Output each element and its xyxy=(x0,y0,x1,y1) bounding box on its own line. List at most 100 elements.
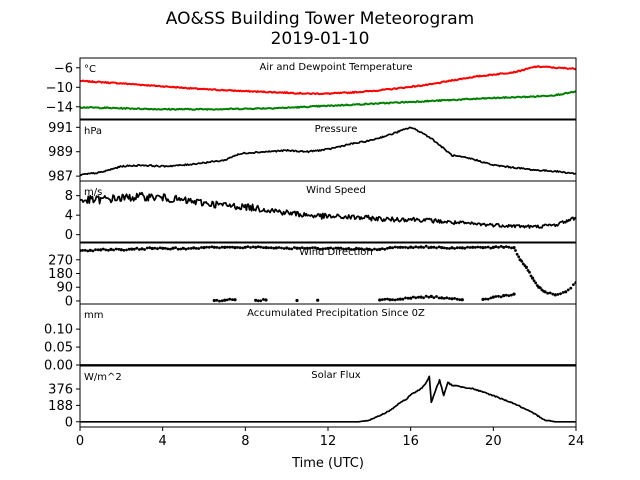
panel-data-solar xyxy=(80,375,576,423)
pressure-series-line xyxy=(80,126,576,177)
wind_direction-point xyxy=(526,269,530,272)
wind_direction-point xyxy=(532,279,536,283)
wind_direction-point xyxy=(259,299,263,303)
wind_direction-point xyxy=(440,246,444,250)
wind_direction-point xyxy=(192,246,196,250)
panel-title: Wind Direction xyxy=(299,247,373,258)
wind_direction-point xyxy=(453,247,456,250)
wind_direction-point xyxy=(534,281,538,285)
panel-title: Wind Speed xyxy=(306,185,366,196)
wind_direction-point xyxy=(231,298,234,301)
wind_direction-point xyxy=(269,246,273,250)
wind_direction-point xyxy=(143,248,147,251)
wind_direction-point xyxy=(171,246,175,250)
wind_direction-point xyxy=(448,247,451,250)
wind_direction-point xyxy=(546,291,549,295)
wind_direction-point xyxy=(267,246,270,250)
wind_direction-point xyxy=(256,245,260,249)
wind_direction-point xyxy=(150,246,154,251)
wind_direction-point xyxy=(473,246,477,249)
wind_direction-point xyxy=(138,248,141,251)
wind_direction-point xyxy=(486,297,490,301)
wind_direction-point xyxy=(295,298,299,303)
wind_direction-point xyxy=(318,247,322,251)
wind_direction-point xyxy=(264,246,268,250)
wind_direction-point xyxy=(442,246,446,250)
wind_direction-point xyxy=(254,298,258,302)
wind_direction-point xyxy=(388,298,392,302)
wind_direction-point xyxy=(187,247,190,250)
wind_direction-point xyxy=(220,299,224,303)
wind_direction-point xyxy=(181,246,185,250)
chart-title: AO&SS Building Tower Meteorogram xyxy=(166,9,474,29)
x-tick-label: 20 xyxy=(485,434,502,449)
y-tick-label: 0 xyxy=(65,294,73,309)
wind_direction-point xyxy=(484,246,487,249)
wind_direction-point xyxy=(481,246,485,250)
wind_direction-point xyxy=(396,298,400,301)
wind_direction-point xyxy=(179,247,183,251)
wind_direction-point xyxy=(334,246,338,250)
wind_direction-point xyxy=(135,246,139,250)
wind_direction-point xyxy=(194,247,198,250)
wind_direction-point xyxy=(272,246,276,250)
wind_direction-point xyxy=(212,298,216,303)
wind_direction-point xyxy=(386,297,389,301)
wind_direction-point xyxy=(543,290,547,294)
wind_direction-point xyxy=(220,245,224,249)
y-tick-label: 0 xyxy=(65,415,73,430)
wind_direction-point xyxy=(414,296,418,300)
wind_direction-point xyxy=(494,295,498,298)
wind_direction-point xyxy=(514,249,517,252)
wind_direction-point xyxy=(169,247,172,251)
wind_direction-point xyxy=(497,245,500,249)
x-tick-label: 8 xyxy=(241,434,249,449)
wind_direction-point xyxy=(223,298,227,302)
wind_direction-point xyxy=(285,246,289,250)
x-tick-label: 4 xyxy=(159,434,167,449)
wind_direction-point xyxy=(241,246,245,250)
wind_direction-point xyxy=(236,246,240,249)
wind_direction-point xyxy=(481,297,485,301)
panel-unit: °C xyxy=(84,64,96,75)
x-tick-label: 16 xyxy=(402,434,419,449)
wind_direction-point xyxy=(365,247,369,251)
y-tick-label: 188 xyxy=(48,399,73,414)
y-tick-label: 0.10 xyxy=(44,323,73,338)
x-axis-label: Time (UTC) xyxy=(291,456,364,471)
wind_direction-point xyxy=(404,296,407,300)
wind_direction-point xyxy=(117,247,121,251)
y-tick-label: −10 xyxy=(46,81,73,96)
wind_direction-point xyxy=(274,246,278,250)
wind_direction-point xyxy=(531,276,535,280)
y-tick-label: 90 xyxy=(56,281,73,296)
panel-frame xyxy=(79,57,577,120)
wind_direction-point xyxy=(311,246,314,250)
wind_direction-point xyxy=(401,246,405,249)
wind_direction-point xyxy=(383,247,387,251)
wind_direction-point xyxy=(324,247,327,251)
wind_direction-point xyxy=(419,295,423,299)
wind_direction-point xyxy=(437,245,441,249)
wind_direction-point xyxy=(233,246,237,250)
wind_direction-point xyxy=(148,246,152,250)
wind_direction-point xyxy=(455,246,459,250)
wind_direction-point xyxy=(246,245,250,249)
wind_direction-point xyxy=(479,245,482,249)
wind_direction-point xyxy=(218,246,221,250)
wind_direction-point xyxy=(398,245,402,249)
wind_direction-point xyxy=(122,248,126,252)
wind_direction-point xyxy=(223,245,227,249)
wind_direction-point xyxy=(386,246,389,250)
wind_direction-point xyxy=(515,252,519,256)
wind_direction-point xyxy=(329,246,332,250)
wind_direction-point xyxy=(163,246,167,250)
wind_direction-point xyxy=(161,246,165,250)
wind_direction-point xyxy=(504,245,508,249)
wind_direction-point xyxy=(383,297,387,301)
wind_direction-point xyxy=(336,246,340,250)
wind_direction-point xyxy=(529,274,533,278)
wind_direction-point xyxy=(305,246,309,250)
wind_direction-point xyxy=(202,246,206,250)
